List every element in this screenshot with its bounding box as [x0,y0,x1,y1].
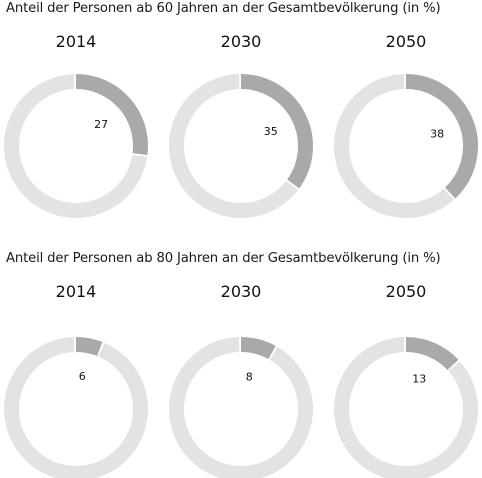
value-label: 8 [246,371,253,384]
donut-share-segment [240,337,276,360]
donut-share-segment [75,337,103,357]
year-label: 2030 [221,32,262,51]
value-label: 27 [94,118,108,131]
value-label: 38 [430,128,444,141]
donut-share-segment [405,337,459,371]
donut-share-segment [75,74,148,156]
chart-title-60-plus: Anteil der Personen ab 60 Jahren an der … [6,1,441,16]
donut-remainder-segment [4,337,148,478]
year-label: 2050 [386,32,427,51]
donut-remainder-segment [334,74,454,218]
year-label: 2050 [386,282,427,301]
value-label: 35 [264,125,278,138]
donut-remainder-segment [168,74,299,218]
donut-remainder-segment [169,337,313,478]
donut-remainder-segment [4,74,148,218]
chart-title-80-plus: Anteil der Personen ab 80 Jahren an der … [6,251,441,266]
year-label: 2030 [221,282,262,301]
donut-share-segment [405,74,478,199]
value-label: 6 [79,370,86,383]
year-label: 2014 [56,32,97,51]
value-label: 13 [412,372,426,385]
year-label: 2014 [56,282,97,301]
donut-share-segment [240,74,313,189]
donut-remainder-segment [334,337,478,478]
